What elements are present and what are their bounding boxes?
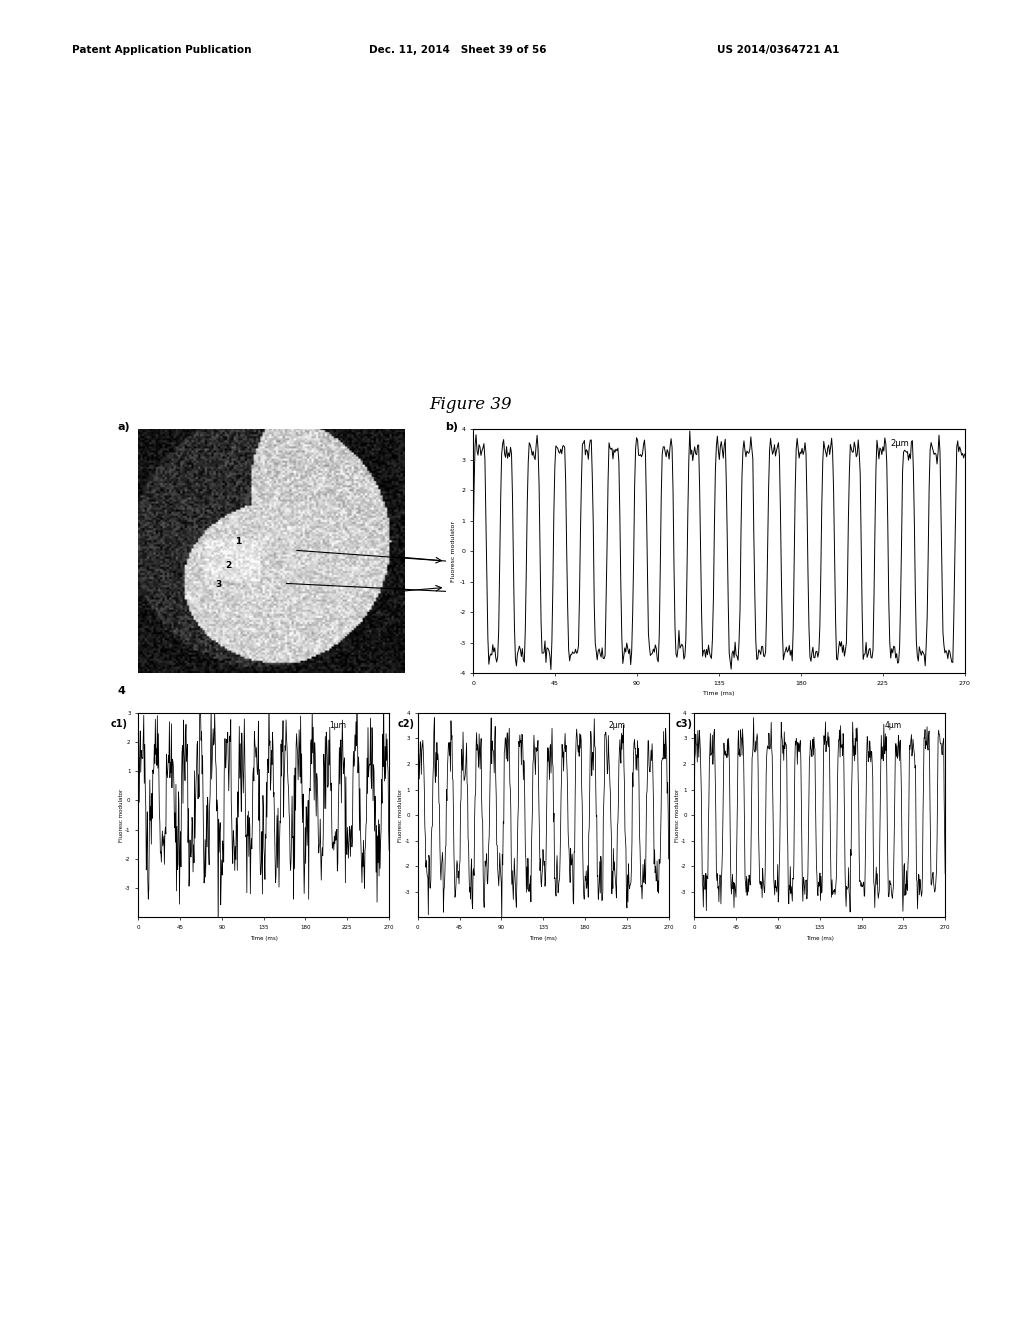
Y-axis label: Fluoresc modulator: Fluoresc modulator xyxy=(452,520,457,582)
Text: Patent Application Publication: Patent Application Publication xyxy=(72,45,251,55)
Y-axis label: Fluoresc modulator: Fluoresc modulator xyxy=(675,788,680,842)
Text: 4: 4 xyxy=(118,686,126,697)
X-axis label: Time (ms): Time (ms) xyxy=(806,936,834,941)
X-axis label: Time (ms): Time (ms) xyxy=(703,692,734,697)
Text: 4μm: 4μm xyxy=(885,721,902,730)
Text: a): a) xyxy=(118,422,130,433)
X-axis label: Time (ms): Time (ms) xyxy=(529,936,557,941)
Text: 2μm: 2μm xyxy=(891,438,909,447)
Text: US 2014/0364721 A1: US 2014/0364721 A1 xyxy=(717,45,840,55)
Text: c3): c3) xyxy=(676,719,693,730)
Text: 1μm: 1μm xyxy=(329,721,346,730)
X-axis label: Time (ms): Time (ms) xyxy=(250,936,278,941)
Text: b): b) xyxy=(445,422,459,433)
Text: 2μm: 2μm xyxy=(608,721,626,730)
Text: Figure 39: Figure 39 xyxy=(430,396,512,413)
Y-axis label: Fluoresc modulator: Fluoresc modulator xyxy=(119,788,124,842)
Text: Dec. 11, 2014   Sheet 39 of 56: Dec. 11, 2014 Sheet 39 of 56 xyxy=(369,45,546,55)
Text: c2): c2) xyxy=(397,719,415,730)
Text: c1): c1) xyxy=(111,719,128,730)
Text: 2: 2 xyxy=(225,561,231,570)
Text: 1: 1 xyxy=(236,537,242,546)
Text: 3: 3 xyxy=(215,581,221,590)
Y-axis label: Fluoresc modulator: Fluoresc modulator xyxy=(398,788,403,842)
